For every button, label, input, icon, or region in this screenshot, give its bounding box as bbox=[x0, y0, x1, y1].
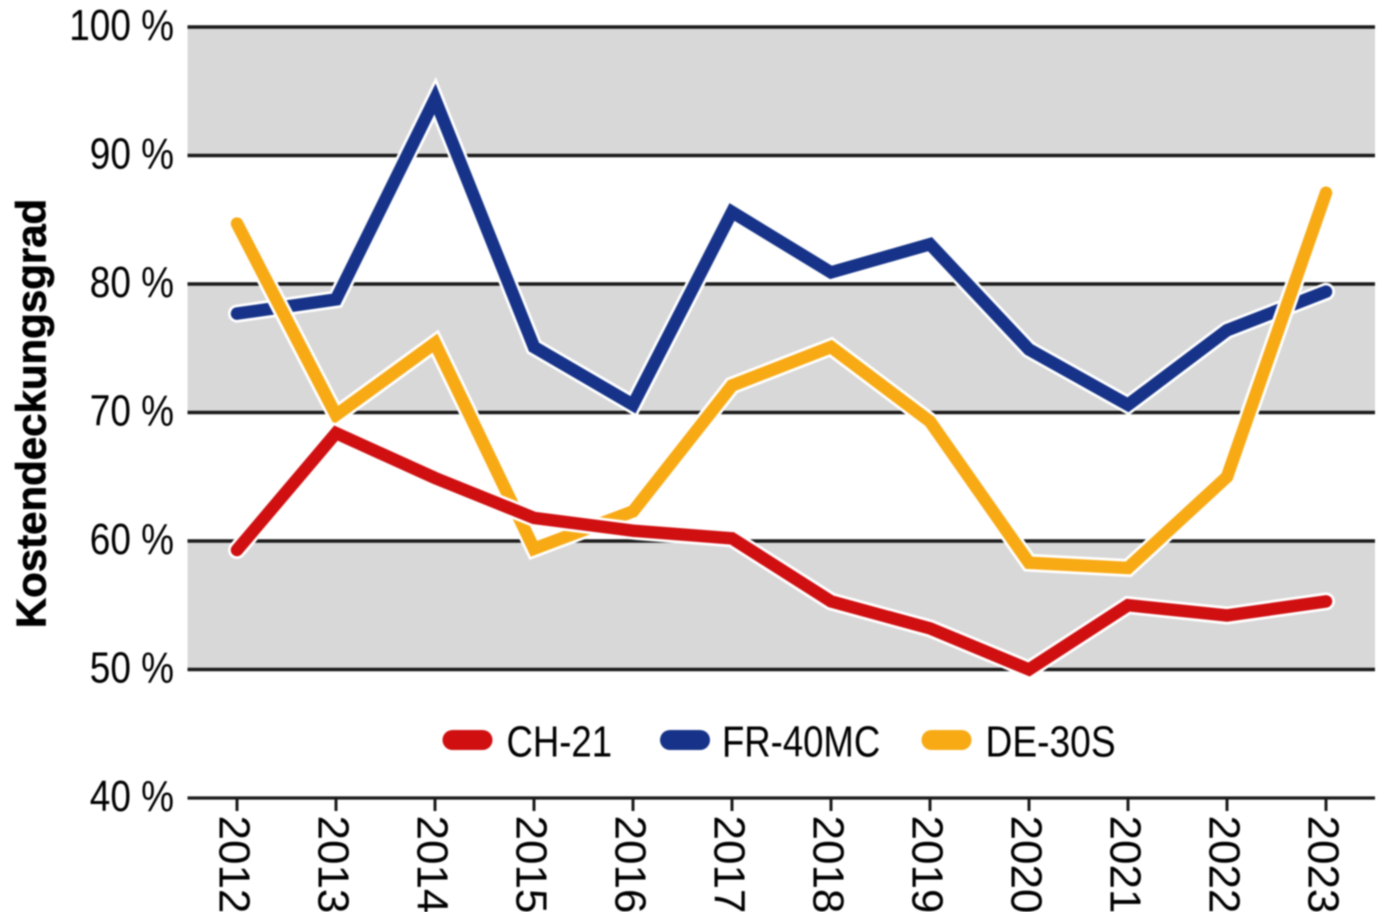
svg-text:2016: 2016 bbox=[606, 816, 655, 912]
svg-text:50 %: 50 % bbox=[90, 643, 174, 693]
svg-text:Kostendeckungsgrad: Kostendeckungsgrad bbox=[8, 199, 55, 628]
svg-text:2021: 2021 bbox=[1101, 816, 1150, 912]
svg-text:2017: 2017 bbox=[705, 816, 754, 912]
svg-text:2018: 2018 bbox=[804, 816, 853, 912]
svg-text:2023: 2023 bbox=[1299, 816, 1348, 912]
svg-text:FR-40MC: FR-40MC bbox=[722, 716, 880, 766]
svg-text:80 %: 80 % bbox=[90, 257, 174, 307]
svg-text:2022: 2022 bbox=[1200, 816, 1249, 912]
svg-text:90 %: 90 % bbox=[90, 129, 174, 179]
svg-text:2020: 2020 bbox=[1002, 816, 1051, 912]
svg-text:2012: 2012 bbox=[210, 816, 259, 912]
svg-text:60 %: 60 % bbox=[90, 514, 174, 564]
svg-text:CH-21: CH-21 bbox=[507, 716, 613, 766]
svg-text:2015: 2015 bbox=[507, 816, 556, 912]
svg-text:2013: 2013 bbox=[309, 816, 358, 912]
svg-text:DE-30S: DE-30S bbox=[986, 717, 1116, 767]
svg-text:2014: 2014 bbox=[408, 816, 457, 912]
svg-text:70 %: 70 % bbox=[90, 386, 174, 436]
svg-text:100 %: 100 % bbox=[69, 0, 174, 50]
svg-text:40 %: 40 % bbox=[90, 771, 174, 821]
svg-text:2019: 2019 bbox=[903, 816, 952, 912]
